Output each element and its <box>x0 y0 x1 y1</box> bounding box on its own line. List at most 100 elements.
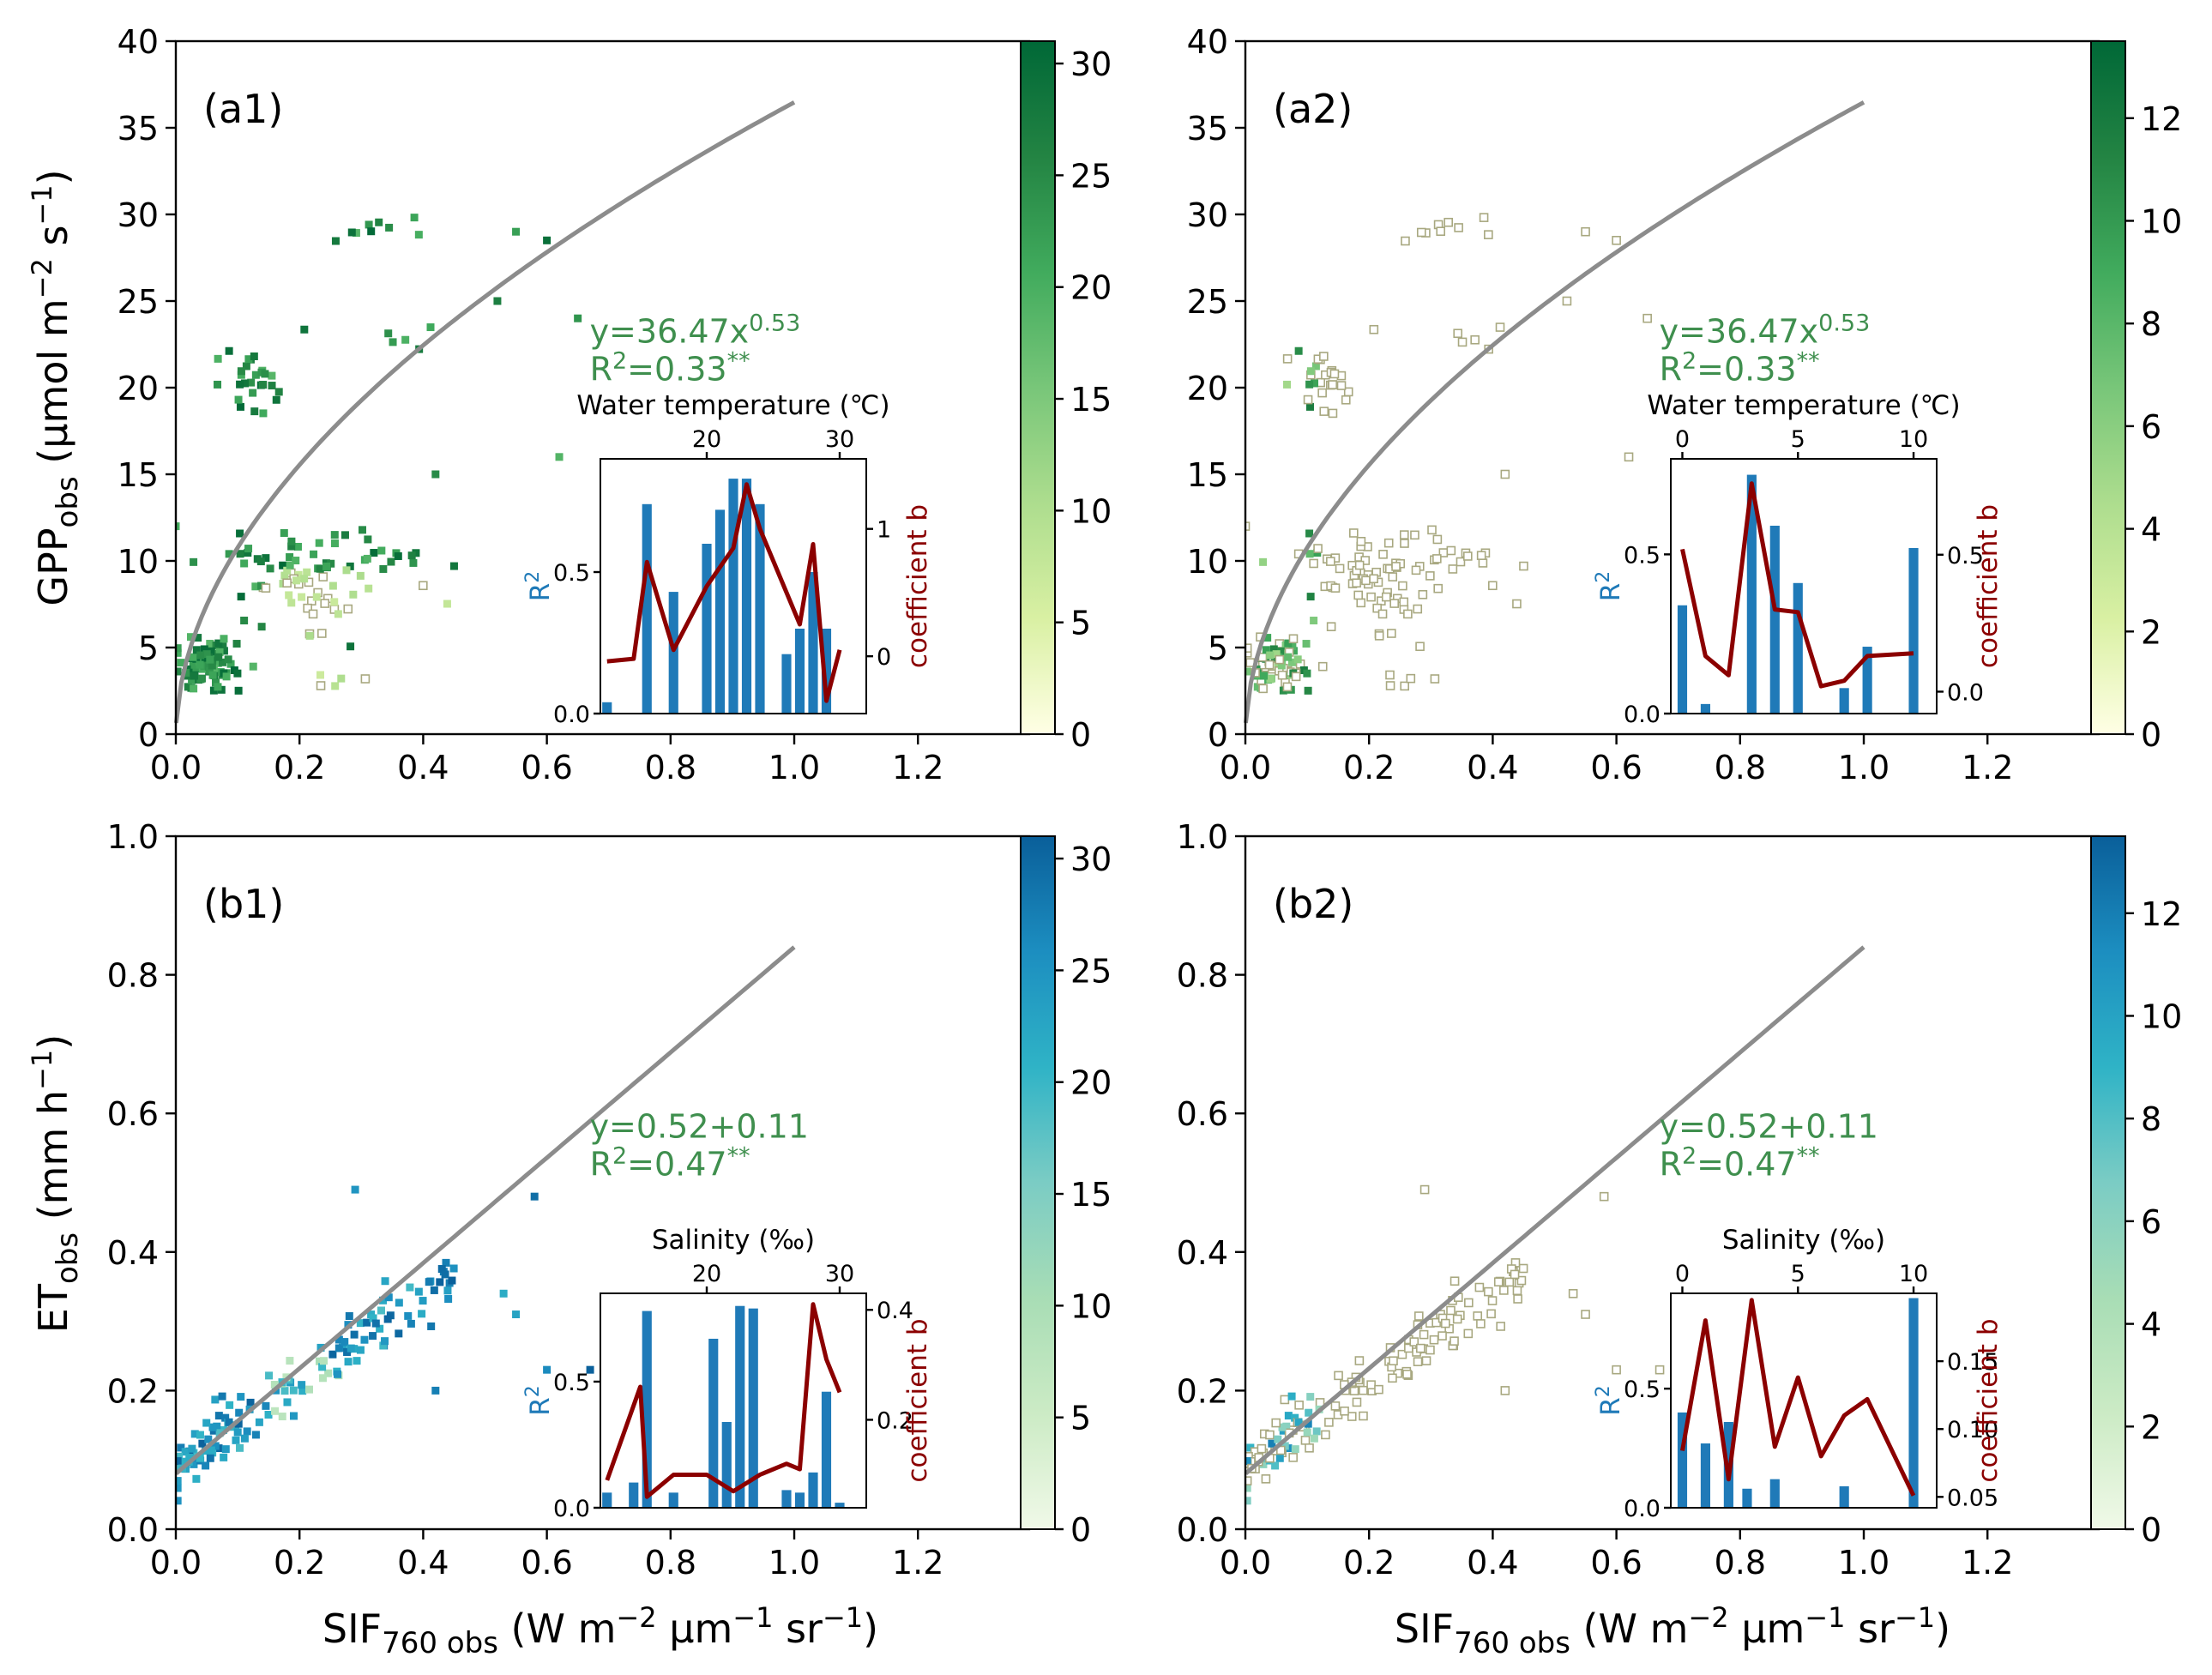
scatter-point <box>316 671 325 679</box>
inset-y-label: R2 <box>522 571 556 602</box>
scatter-point <box>1328 380 1337 389</box>
scatter-point <box>395 1329 403 1338</box>
scatter-point <box>188 1444 196 1453</box>
scatter-point <box>190 672 199 680</box>
scatter-point <box>347 642 355 651</box>
scatter-point <box>1624 452 1634 462</box>
inset-bar <box>835 1503 845 1508</box>
scatter-point <box>1421 1356 1431 1365</box>
scatter-point <box>215 648 224 656</box>
scatter-point <box>345 1311 353 1320</box>
scatter-point <box>1266 675 1275 684</box>
scatter-point <box>280 571 289 580</box>
scatter-point <box>1473 1311 1483 1321</box>
label-part: sr <box>1845 1606 1895 1652</box>
scatter-point <box>1374 631 1384 641</box>
scatter-point <box>555 453 564 461</box>
scatter-point <box>184 683 192 691</box>
scatter-point <box>1500 1386 1510 1395</box>
label-part: obs <box>51 476 85 527</box>
scatter-point <box>240 1434 249 1443</box>
scatter-point <box>1304 1419 1312 1428</box>
scatter-point <box>208 671 217 679</box>
fit-equation: y=0.52+0.11 <box>590 1107 809 1145</box>
inset-bar <box>821 629 832 714</box>
scatter-point <box>1288 634 1299 644</box>
label-part: sr <box>773 1606 823 1652</box>
scatter-point <box>1280 1395 1290 1405</box>
y-tick-label: 1.0 <box>1177 818 1228 856</box>
scatter-point <box>1381 592 1391 602</box>
inset-bar <box>748 1308 758 1508</box>
inset-y2-tick-label: 0.2 <box>877 1407 913 1434</box>
scatter-point <box>1321 1430 1330 1440</box>
label-part: obs <box>51 1232 85 1284</box>
scatter-point <box>1387 629 1396 638</box>
scatter-point <box>1385 681 1395 690</box>
scatter-point <box>251 371 260 379</box>
inset-x-tick-label: 30 <box>825 1261 854 1287</box>
scatter-point <box>1402 1370 1412 1379</box>
scatter-point <box>1429 1335 1439 1345</box>
scatter-point <box>222 672 231 681</box>
inset-bg <box>1671 459 1937 714</box>
scatter-point <box>176 667 182 676</box>
scatter-point <box>327 559 335 568</box>
scatter-point <box>376 1324 384 1333</box>
scatter-point <box>1369 574 1378 584</box>
scatter-point <box>1349 1386 1359 1395</box>
scatter-points <box>1245 213 1652 695</box>
scatter-point <box>1306 367 1315 376</box>
scatter-point <box>305 631 314 640</box>
label-part: R <box>590 1145 612 1183</box>
scatter-point <box>1291 672 1301 682</box>
scatter-point <box>206 640 214 648</box>
scatter-point <box>190 1449 198 1457</box>
scatter-point <box>206 1454 214 1462</box>
scatter-point <box>377 1306 385 1315</box>
inset-y-tick-label: 0.0 <box>1624 702 1661 728</box>
y-tick-label: 0.6 <box>1177 1095 1228 1133</box>
scatter-point <box>1269 645 1278 654</box>
scatter-point <box>1278 1423 1287 1431</box>
inset-y2-tick-label: 0.0 <box>1947 679 1984 706</box>
scatter-point <box>292 557 300 565</box>
inset-b2: 0 5 10 0.0 0.5 0.05 0.10 0.15 Salinity (‰) R2 coef… <box>1593 1225 2004 1522</box>
label-part: ) <box>30 1034 76 1050</box>
scatter-point <box>286 553 294 562</box>
scatter-point <box>383 1315 392 1323</box>
scatter-point <box>1512 599 1522 609</box>
scatter-point <box>379 1341 388 1350</box>
scatter-point <box>298 593 306 601</box>
fit-curve <box>173 100 796 724</box>
scatter-point <box>1366 592 1376 602</box>
scatter-point <box>1476 1319 1486 1329</box>
scatter-point <box>206 655 214 664</box>
scatter-point <box>1403 609 1413 619</box>
inset-x-tick-label: 10 <box>1899 1261 1928 1287</box>
scatter-point <box>237 367 245 376</box>
scatter-point <box>243 1427 251 1436</box>
inset-bar <box>702 544 712 714</box>
scatter-point <box>379 564 388 573</box>
scatter-point <box>1289 647 1298 655</box>
label-part: 2 <box>1682 347 1697 374</box>
label-part: 2 <box>522 571 544 583</box>
scatter-point <box>1326 622 1336 631</box>
scatter-point <box>1276 647 1285 655</box>
scatter-point <box>1335 563 1345 574</box>
colorbar-tick-label: 15 <box>1070 1176 1112 1214</box>
scatter-point <box>1581 1310 1590 1319</box>
scatter-point <box>300 325 309 334</box>
inset-bar <box>668 1492 678 1508</box>
scatter-point <box>431 1386 440 1395</box>
scatter-point <box>1245 1497 1251 1505</box>
panel-b1: 0.0 0.2 0.4 0.6 0.8 1.0 1.2 0.0 0.2 0.4 0.6 0.8 1.0 (… <box>107 818 1112 1582</box>
inset-bar <box>668 592 678 714</box>
scatter-point <box>185 1454 194 1462</box>
scatter-point <box>1612 1365 1621 1375</box>
scatter-point <box>293 542 302 551</box>
y-tick-label: 40 <box>1187 23 1228 61</box>
scatter-point <box>1372 603 1382 613</box>
scatter-point <box>1399 530 1409 539</box>
